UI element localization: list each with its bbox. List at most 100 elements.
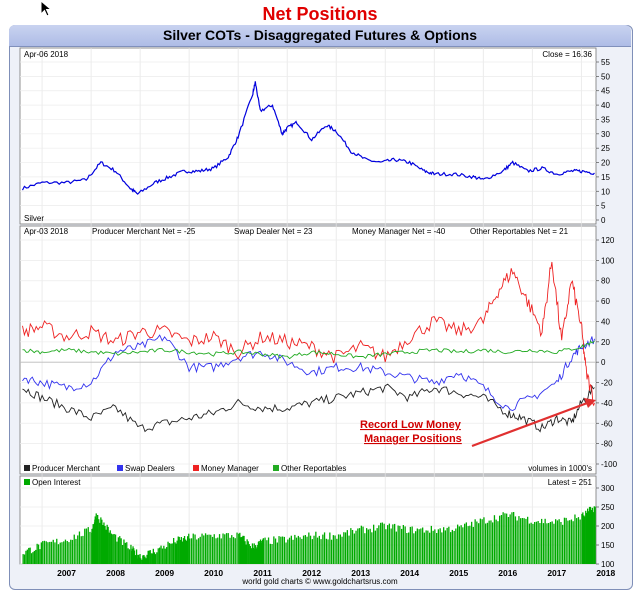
open-interest-bar bbox=[413, 533, 415, 564]
open-interest-bar bbox=[247, 541, 249, 564]
open-interest-bar bbox=[288, 537, 291, 564]
y-tick-label: 55 bbox=[601, 58, 610, 67]
open-interest-bar bbox=[572, 521, 574, 564]
open-interest-bar bbox=[110, 533, 112, 564]
open-interest-bar bbox=[506, 513, 508, 564]
open-interest-bar bbox=[242, 535, 244, 564]
open-interest-bar bbox=[117, 537, 119, 564]
series-line-swap-dealers bbox=[22, 334, 595, 411]
open-interest-bar bbox=[481, 519, 483, 564]
cot-legend: Producer Merchant Swap Dealers Money Man… bbox=[24, 464, 346, 473]
open-interest-bar bbox=[264, 537, 266, 564]
open-interest-bar bbox=[175, 543, 177, 564]
open-interest-bar bbox=[89, 531, 91, 564]
open-interest-bar bbox=[492, 522, 494, 564]
open-interest-bar bbox=[383, 523, 385, 564]
open-interest-bar bbox=[516, 520, 518, 564]
open-interest-bar bbox=[443, 527, 445, 564]
open-interest-bar bbox=[562, 524, 564, 564]
open-interest-bar bbox=[168, 543, 171, 564]
open-interest-bar bbox=[434, 529, 436, 564]
open-interest-bar bbox=[541, 518, 543, 564]
open-interest-bar bbox=[232, 537, 235, 564]
open-interest-bar bbox=[22, 554, 24, 564]
open-interest-bar bbox=[80, 536, 82, 564]
open-interest-bar bbox=[82, 535, 84, 564]
open-interest-bar bbox=[107, 526, 109, 564]
open-interest-bar bbox=[170, 543, 172, 564]
open-interest-bar bbox=[85, 528, 88, 564]
open-interest-bar bbox=[325, 538, 327, 564]
y-tick-label: 35 bbox=[601, 115, 610, 124]
open-interest-bar bbox=[476, 521, 478, 564]
open-interest-bar bbox=[404, 526, 406, 564]
open-interest-bar bbox=[130, 544, 132, 564]
open-interest-bar bbox=[75, 538, 77, 564]
open-interest-bar bbox=[112, 534, 114, 564]
y-tick-label: 10 bbox=[601, 187, 610, 196]
open-interest-bar bbox=[348, 535, 350, 564]
open-interest-bar bbox=[54, 542, 56, 564]
open-interest-bar bbox=[534, 522, 536, 564]
open-interest-bar bbox=[478, 523, 480, 564]
open-interest-bar bbox=[518, 516, 520, 564]
open-interest-bar bbox=[227, 533, 229, 564]
open-interest-bar bbox=[149, 550, 151, 564]
open-interest-bar bbox=[546, 523, 548, 564]
open-interest-bar bbox=[266, 540, 268, 564]
open-interest-bar bbox=[525, 518, 527, 564]
open-interest-bar bbox=[30, 553, 33, 564]
open-interest-bar bbox=[373, 524, 375, 564]
open-interest-bar bbox=[584, 516, 586, 564]
open-interest-bar bbox=[142, 555, 144, 564]
open-interest-bar bbox=[180, 537, 182, 564]
open-interest-bar bbox=[64, 539, 67, 564]
open-interest-bar bbox=[256, 547, 258, 564]
open-interest-bar bbox=[66, 541, 68, 564]
open-interest-bar bbox=[163, 545, 165, 564]
x-tick-label: 2013 bbox=[351, 568, 370, 578]
open-interest-bar bbox=[439, 528, 441, 564]
open-interest-bar bbox=[548, 523, 550, 564]
open-interest-bar bbox=[336, 538, 338, 564]
open-interest-bar bbox=[528, 523, 531, 564]
open-interest-bar bbox=[141, 559, 143, 564]
x-tick-label: 2008 bbox=[106, 568, 125, 578]
open-interest-bar bbox=[485, 523, 487, 564]
open-interest-bar bbox=[203, 535, 205, 564]
open-interest-bar bbox=[390, 528, 392, 564]
open-interest-bar bbox=[490, 520, 492, 564]
open-interest-bar bbox=[166, 547, 168, 564]
open-interest-bar bbox=[100, 517, 102, 564]
open-interest-bar bbox=[423, 532, 425, 564]
open-interest-bar bbox=[387, 525, 389, 564]
open-interest-bar bbox=[148, 550, 150, 564]
open-interest-bar bbox=[464, 523, 466, 564]
open-interest-bar bbox=[245, 544, 247, 564]
y-tick-label: -20 bbox=[601, 379, 613, 388]
money-net-value: Money Manager Net = -40 bbox=[352, 227, 446, 236]
series-line-money-manager bbox=[22, 261, 595, 407]
y-tick-label: 120 bbox=[601, 236, 615, 245]
open-interest-bar bbox=[252, 547, 255, 564]
open-interest-bar bbox=[243, 535, 245, 564]
open-interest-bar bbox=[208, 534, 210, 564]
open-interest-bar bbox=[274, 538, 277, 564]
open-interest-bar bbox=[311, 539, 313, 564]
open-interest-bar bbox=[127, 548, 129, 564]
open-interest-bar bbox=[590, 510, 592, 564]
open-interest-bar bbox=[29, 547, 31, 564]
page-heading: Net Positions bbox=[262, 4, 378, 24]
volumes-note: volumes in 1000's bbox=[528, 464, 592, 473]
open-interest-bar bbox=[329, 532, 331, 564]
open-interest-bar bbox=[96, 518, 98, 564]
open-interest-bar bbox=[369, 528, 371, 564]
open-interest-bar bbox=[255, 545, 257, 564]
price-date-label: Apr-06 2018 bbox=[24, 50, 69, 59]
open-interest-bar bbox=[467, 526, 469, 564]
open-interest-bar bbox=[236, 532, 238, 564]
y-tick-label: 80 bbox=[601, 277, 610, 286]
open-interest-bar bbox=[322, 534, 324, 564]
open-interest-bar bbox=[588, 506, 591, 564]
